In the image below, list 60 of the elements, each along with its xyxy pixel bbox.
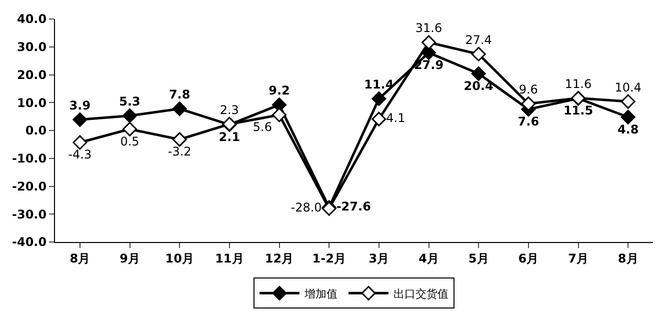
point bbox=[122, 108, 137, 123]
point bbox=[422, 35, 436, 50]
data-label: 2.1 bbox=[218, 130, 240, 144]
data-label: 7.8 bbox=[168, 88, 190, 102]
point bbox=[72, 135, 88, 150]
point bbox=[372, 112, 386, 126]
data-label: 3.9 bbox=[69, 98, 91, 112]
data-label: 11.5 bbox=[563, 104, 594, 118]
data-label: 9.6 bbox=[518, 82, 538, 96]
x-tick-label: 8月 bbox=[618, 251, 638, 266]
y-tick-label: 10.0 bbox=[16, 96, 47, 110]
point bbox=[620, 94, 636, 109]
x-tick-label: 11月 bbox=[215, 251, 244, 266]
data-label: 31.6 bbox=[415, 21, 442, 36]
data-label: 0.5 bbox=[120, 134, 140, 148]
point bbox=[172, 132, 187, 147]
point bbox=[122, 122, 137, 136]
data-label: 20.4 bbox=[464, 78, 494, 93]
data-label: 4.8 bbox=[617, 122, 639, 136]
point bbox=[172, 102, 187, 116]
point bbox=[521, 96, 536, 111]
point bbox=[272, 108, 286, 122]
point bbox=[72, 112, 88, 127]
x-tick-label: 3月 bbox=[368, 251, 390, 266]
x-tick-label: 10月 bbox=[165, 251, 194, 266]
x-tick-label: 12月 bbox=[264, 251, 294, 266]
y-tick-label: 0.0 bbox=[25, 124, 47, 138]
y-tick-label: 30.0 bbox=[16, 40, 47, 54]
data-label: 7.6 bbox=[518, 114, 540, 129]
data-label: -27.6 bbox=[336, 199, 371, 214]
y-tick-label: -30.0 bbox=[12, 207, 47, 222]
data-label: 4.1 bbox=[386, 111, 406, 126]
x-tick-label: 7月 bbox=[568, 251, 588, 266]
data-label: -3.2 bbox=[168, 144, 192, 159]
data-label: 27.4 bbox=[465, 32, 492, 47]
y-tick-label: -20.0 bbox=[12, 179, 47, 194]
data-label: 11.6 bbox=[564, 76, 592, 91]
data-label: 9.2 bbox=[268, 84, 290, 98]
point bbox=[372, 91, 386, 106]
data-label: 2.3 bbox=[220, 102, 239, 117]
data-label: 5.3 bbox=[119, 94, 140, 108]
x-tick-label: 9月 bbox=[120, 251, 140, 266]
x-tick-label: 4月 bbox=[418, 251, 439, 266]
x-tick-label: 6月 bbox=[518, 251, 539, 266]
y-tick-label: -10.0 bbox=[12, 152, 47, 166]
x-tick-label: 8月 bbox=[70, 251, 90, 266]
y-tick-label: -40.0 bbox=[12, 235, 47, 250]
data-label: 10.4 bbox=[614, 80, 642, 94]
data-label: -28.0 bbox=[290, 200, 322, 215]
y-tick-label: 20.0 bbox=[16, 68, 47, 82]
data-label: 5.6 bbox=[252, 120, 272, 134]
legend-label: 增加值 bbox=[304, 287, 338, 300]
point bbox=[471, 46, 486, 62]
x-tick-label: 1-2月 bbox=[312, 251, 346, 266]
x-tick-label: 5月 bbox=[468, 251, 489, 266]
point bbox=[471, 66, 486, 81]
data-label: -4.3 bbox=[68, 148, 92, 162]
point bbox=[620, 110, 636, 124]
legend-label: 出口交货值 bbox=[394, 287, 448, 300]
y-tick-label: 40.0 bbox=[16, 12, 47, 26]
